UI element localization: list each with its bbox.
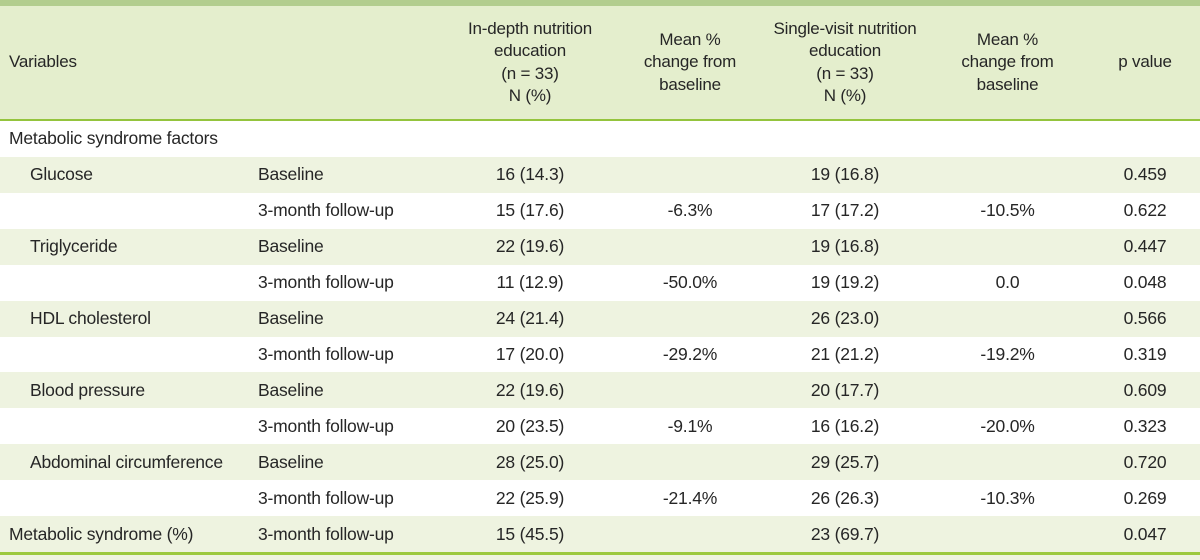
p-value-cell: 0.323 <box>1123 415 1167 436</box>
col-header-single-change: Mean % change from baseline <box>961 29 1054 94</box>
table-row-abdominal-baseline: Abdominal circumference Baseline 28 (25.… <box>0 444 1200 481</box>
indepth-change-cell: -29.2% <box>662 343 718 364</box>
table-row-glucose-baseline: Glucose Baseline 16 (14.3) 19 (16.8) 0.4… <box>0 156 1200 193</box>
visit-cell: Baseline <box>258 308 324 329</box>
table-bottom-border <box>0 552 1200 555</box>
singlevisit-change-cell: -10.5% <box>980 200 1035 221</box>
visit-cell: Baseline <box>258 236 324 257</box>
p-value-cell: 0.319 <box>1123 343 1167 364</box>
singlevisit-n-cell: 16 (16.2) <box>810 415 880 436</box>
table-row-blood-pressure-followup: 3-month follow-up 20 (23.5) -9.1% 16 (16… <box>0 408 1200 444</box>
variable-cell: Glucose <box>30 164 93 185</box>
indepth-n-cell: 24 (21.4) <box>495 308 565 329</box>
singlevisit-n-cell: 23 (69.7) <box>810 523 880 544</box>
p-value-cell: 0.048 <box>1123 272 1167 293</box>
singlevisit-n-cell: 19 (16.8) <box>810 236 880 257</box>
table-row-triglyceride-followup: 3-month follow-up 11 (12.9) -50.0% 19 (1… <box>0 265 1200 301</box>
table-body: Metabolic syndrome factors Glucose Basel… <box>0 121 1200 553</box>
indepth-n-cell: 16 (14.3) <box>495 164 565 185</box>
indepth-change-cell: -9.1% <box>667 415 713 436</box>
indepth-change-cell: -21.4% <box>662 487 718 508</box>
singlevisit-n-cell: 17 (17.2) <box>810 200 880 221</box>
col-header-variables: Variables <box>9 52 77 72</box>
table-row-metabolic-syndrome-followup: Metabolic syndrome (%) 3-month follow-up… <box>0 516 1200 553</box>
singlevisit-change-cell: -19.2% <box>980 343 1035 364</box>
singlevisit-change-cell: -10.3% <box>980 487 1035 508</box>
visit-cell: 3-month follow-up <box>258 415 394 436</box>
table-row-abdominal-followup: 3-month follow-up 22 (25.9) -21.4% 26 (2… <box>0 480 1200 516</box>
visit-cell: 3-month follow-up <box>258 272 394 293</box>
indepth-n-cell: 11 (12.9) <box>496 272 564 293</box>
indepth-n-cell: 28 (25.0) <box>495 451 565 472</box>
table-top-border <box>0 0 1200 6</box>
visit-cell: Baseline <box>258 164 324 185</box>
visit-cell: Baseline <box>258 379 324 400</box>
visit-cell: 3-month follow-up <box>258 343 394 364</box>
table-bottom-strip <box>0 555 1200 560</box>
singlevisit-n-cell: 26 (23.0) <box>810 308 880 329</box>
p-value-cell: 0.720 <box>1123 451 1167 472</box>
table-row-triglyceride-baseline: Triglyceride Baseline 22 (19.6) 19 (16.8… <box>0 228 1200 265</box>
table-header-row: Variables In-depth nutrition education (… <box>0 6 1200 119</box>
p-value-cell: 0.566 <box>1123 308 1167 329</box>
col-header-p-value: p value <box>1118 52 1172 72</box>
variable-cell: Triglyceride <box>30 236 118 257</box>
singlevisit-change-cell: 0.0 <box>995 272 1020 293</box>
indepth-n-cell: 17 (20.0) <box>495 343 565 364</box>
singlevisit-n-cell: 19 (19.2) <box>810 272 880 293</box>
singlevisit-n-cell: 29 (25.7) <box>810 451 880 472</box>
indepth-n-cell: 15 (45.5) <box>495 523 565 544</box>
table-row-hdl-baseline: HDL cholesterol Baseline 24 (21.4) 26 (2… <box>0 300 1200 337</box>
indepth-n-cell: 22 (25.9) <box>495 487 565 508</box>
table-row-blood-pressure-baseline: Blood pressure Baseline 22 (19.6) 20 (17… <box>0 372 1200 409</box>
section-row-metabolic-syndrome-factors: Metabolic syndrome factors <box>0 121 1200 157</box>
singlevisit-n-cell: 21 (21.2) <box>810 343 880 364</box>
p-value-cell: 0.609 <box>1123 379 1167 400</box>
col-header-indepth-group: In-depth nutrition education (n = 33) N … <box>468 18 592 105</box>
indepth-n-cell: 15 (17.6) <box>495 200 565 221</box>
p-value-cell: 0.459 <box>1123 164 1167 185</box>
singlevisit-change-cell: -20.0% <box>980 415 1035 436</box>
table-row-hdl-followup: 3-month follow-up 17 (20.0) -29.2% 21 (2… <box>0 337 1200 373</box>
p-value-cell: 0.047 <box>1123 523 1167 544</box>
singlevisit-n-cell: 20 (17.7) <box>810 379 880 400</box>
table-row-glucose-followup: 3-month follow-up 15 (17.6) -6.3% 17 (17… <box>0 193 1200 229</box>
p-value-cell: 0.447 <box>1123 236 1167 257</box>
visit-cell: Baseline <box>258 451 324 472</box>
col-header-single-visit-group: Single-visit nutrition education (n = 33… <box>773 18 917 105</box>
visit-cell: 3-month follow-up <box>258 487 394 508</box>
singlevisit-n-cell: 19 (16.8) <box>810 164 880 185</box>
indepth-n-cell: 20 (23.5) <box>495 415 565 436</box>
col-header-indepth-change: Mean % change from baseline <box>643 29 737 94</box>
singlevisit-n-cell: 26 (26.3) <box>810 487 880 508</box>
header-divider <box>0 119 1200 121</box>
variable-cell: Abdominal circumference <box>30 451 223 472</box>
variable-cell: Blood pressure <box>30 379 145 400</box>
p-value-cell: 0.269 <box>1123 487 1167 508</box>
section-title: Metabolic syndrome factors <box>9 128 218 149</box>
variable-cell: Metabolic syndrome (%) <box>9 523 194 544</box>
indepth-change-cell: -6.3% <box>667 200 713 221</box>
visit-cell: 3-month follow-up <box>258 523 394 544</box>
indepth-change-cell: -50.0% <box>662 272 718 293</box>
indepth-n-cell: 22 (19.6) <box>495 236 565 257</box>
p-value-cell: 0.622 <box>1123 200 1167 221</box>
indepth-n-cell: 22 (19.6) <box>495 379 565 400</box>
variable-cell: HDL cholesterol <box>30 308 151 329</box>
visit-cell: 3-month follow-up <box>258 200 394 221</box>
